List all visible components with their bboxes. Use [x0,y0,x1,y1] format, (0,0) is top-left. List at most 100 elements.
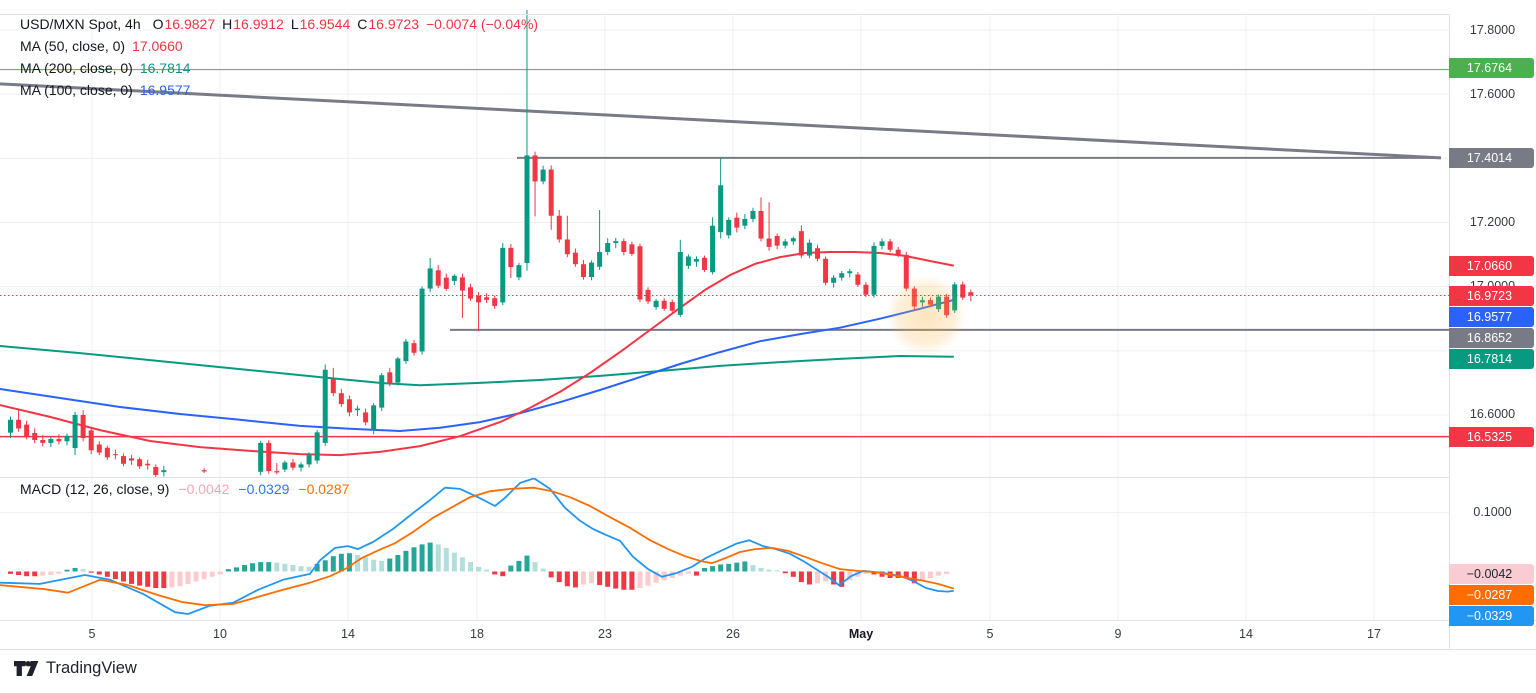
macd-histogram-bar [443,547,449,572]
macd-histogram-bar [782,571,788,574]
macd-histogram-bar [710,566,716,572]
macd-histogram-bar [32,571,38,577]
macd-histogram-bar [831,571,837,585]
candle-body [782,241,788,246]
macd-histogram-bar [944,571,950,574]
pane-top-border [0,14,1449,15]
candle-body [516,265,522,278]
ma50-legend-row[interactable]: MA (50, close, 0) 17.0660 [20,35,538,57]
ohlc-open: O16.9827 [152,16,216,32]
candle-body [96,444,102,453]
macd-histogram-bar [411,547,417,572]
candle-body [153,466,159,475]
macd-histogram-bar [702,567,708,572]
candle-body [137,459,143,467]
macd-histogram-bar [120,571,126,582]
candle-body [72,414,78,449]
macd-histogram-bar [250,563,256,572]
macd-legend-row[interactable]: MACD (12, 26, close, 9) −0.0042 −0.0329 … [20,481,349,497]
macd-histogram-bar [314,563,320,572]
candle-body [580,264,586,278]
time-axis-label: May [848,627,874,641]
candle-body [806,242,812,256]
price-axis-badge: −0.0287 [1449,585,1534,605]
macd-histogram-bar [871,571,877,575]
price-axis-badge: 17.0660 [1449,256,1534,276]
macd-histogram-bar [56,571,62,574]
time-axis[interactable]: 5 10 14 18 23 26 May 5 9 14 17 [0,620,1449,648]
time-axis-bottom-border [0,649,1536,650]
candle-body [411,343,417,353]
macd-histogram-bar [839,571,845,587]
price-axis[interactable]: 17.800017.600017.200017.000016.60000.100… [1449,0,1536,648]
macd-histogram-bar [629,571,635,590]
candle-body [64,435,70,442]
macd-histogram-bar [258,562,264,572]
candle-body [346,399,352,413]
macd-histogram-bar [815,571,820,584]
price-axis-label: 0.1000 [1473,505,1512,519]
candle-body [839,273,845,278]
macd-histogram-bar [282,563,288,572]
price-axis-badge: 16.9723 [1449,286,1534,306]
macd-histogram-bar [895,571,901,578]
macd-histogram-bar [330,556,336,572]
candle-body [451,275,457,281]
candle-body [685,256,691,266]
macd-histogram-bar [718,564,724,572]
candle-body [80,414,86,439]
ma200-legend-row[interactable]: MA (200, close, 0) 16.7814 [20,57,538,79]
macd-histogram-bar [919,571,925,581]
macd-histogram-bar [266,562,272,572]
ma100-label: MA (100, close, 0) [20,82,133,98]
candle-body [40,440,46,443]
macd-histogram-bar [80,569,86,572]
candle-body [572,252,578,265]
macd-histogram-bar [209,571,215,577]
candle-body [847,271,853,274]
macd-histogram-bar [774,570,780,572]
candle-body [556,215,562,240]
macd-histogram-bar [88,571,94,573]
macd-histogram-bar [524,555,530,572]
pane-divider[interactable] [0,477,1449,478]
candle-body [871,245,877,295]
symbol-legend-row[interactable]: USD/MXN Spot, 4h O16.9827 H16.9912 L16.9… [20,13,538,35]
macd-histogram-bar [306,566,312,572]
macd-histogram-bar [298,566,304,572]
macd-histogram-bar [500,571,506,577]
candle-body [903,254,909,289]
macd-histogram-bar [153,571,159,589]
ma100-legend-row[interactable]: MA (100, close, 0) 16.9577 [20,79,538,101]
macd-line [0,477,954,615]
candle-body [629,244,635,254]
macd-histogram-bar [64,569,70,572]
price-axis-label: 17.6000 [1469,87,1516,101]
tradingview-logo[interactable]: TradingView [13,659,137,678]
time-axis-label: 5 [88,627,96,641]
candle-body [823,258,829,283]
time-axis-label: 26 [726,627,740,641]
ohlc-close: C16.9723 [357,16,419,32]
macd-histogram-bar [403,550,409,572]
macd-histogram-bar [580,571,586,585]
candle-body [379,375,385,408]
macd-histogram-bar [355,554,361,572]
candle-body [677,252,683,315]
macd-histogram-bar [459,557,465,572]
candle-body [314,432,320,461]
macd-histogram-bar [242,565,248,572]
candle-body [274,471,280,473]
macd-histogram-bar [467,562,473,572]
candle-body [338,393,344,405]
macd-histogram-bar [193,571,199,582]
macd-histogram-bar [605,571,611,587]
candle-body [532,155,538,182]
candle-body [258,442,264,472]
candle-body [968,292,974,296]
candle-body [435,270,441,286]
macd-histogram-bar [564,571,570,587]
macd-signal-value: −0.0287 [298,481,350,497]
macd-histogram-bar [532,562,538,572]
